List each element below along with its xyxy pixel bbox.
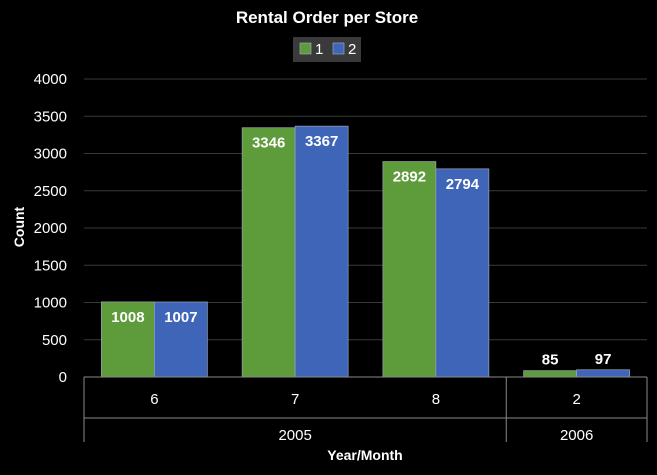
x-axis-title: Year/Month (327, 447, 402, 463)
data-label: 97 (595, 351, 612, 368)
x-tick-label: 7 (291, 391, 299, 408)
y-tick-label: 2000 (34, 220, 67, 237)
y-tick-label: 4000 (34, 71, 67, 88)
x-tick-label: 2 (572, 391, 580, 408)
y-axis-ticks: 0 500 1000 1500 2000 2500 3000 3500 4000 (34, 71, 67, 386)
legend-swatch-1 (299, 42, 312, 55)
bar-series-1-2 (523, 370, 577, 378)
bar-series-2-8 (435, 168, 490, 378)
y-tick-label: 1000 (34, 295, 67, 312)
data-label: 2892 (393, 169, 426, 186)
y-tick-label: 500 (42, 332, 67, 349)
data-label: 3346 (252, 135, 285, 152)
y-tick-label: 2500 (34, 183, 67, 200)
data-labels: 1008 3346 2892 85 1007 3367 2794 97 (111, 133, 611, 369)
data-label: 1008 (111, 309, 144, 326)
data-label: 3367 (305, 133, 338, 150)
y-tick-label: 1500 (34, 257, 67, 274)
bar-series-1-6 (101, 301, 155, 378)
bar-series-2-6 (154, 301, 208, 378)
legend-label-1: 1 (315, 41, 323, 58)
chart-title: Rental Order per Store (236, 8, 418, 27)
x-tick-label: 6 (150, 391, 158, 408)
bar-series-2-2 (576, 369, 630, 378)
x-axis: 6 7 8 2 2005 2006 (83, 376, 648, 444)
y-tick-label: 3000 (34, 146, 67, 163)
data-label: 1007 (164, 309, 197, 326)
x-group-label: 2005 (278, 427, 311, 444)
bar-series-1-7 (241, 127, 296, 378)
data-label: 85 (542, 352, 559, 369)
y-axis-title: Count (11, 206, 27, 247)
gridlines (84, 78, 647, 341)
legend-swatch-2 (332, 42, 345, 55)
legend-label-2: 2 (348, 41, 356, 58)
x-tick-label: 8 (432, 391, 440, 408)
x-group-label: 2006 (560, 427, 593, 444)
y-tick-label: 0 (59, 369, 67, 386)
bars (101, 125, 630, 378)
y-tick-label: 3500 (34, 108, 67, 125)
data-label: 2794 (446, 176, 480, 193)
bar-series-1-8 (382, 161, 437, 378)
bar-series-2-7 (294, 125, 349, 378)
